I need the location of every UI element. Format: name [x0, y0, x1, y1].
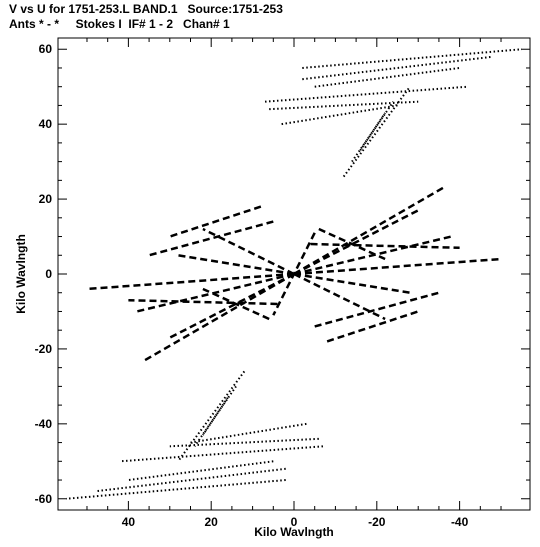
uv-track-16	[193, 385, 237, 447]
uv-track-12	[120, 445, 324, 463]
uv-track-15	[177, 370, 246, 462]
y-tick-label-0: 60	[39, 42, 53, 56]
uv-track-37	[169, 205, 262, 238]
axis-tick-labels: 40 20 0 -20 -40 60 40 20 0 -20 -40 -60	[35, 42, 469, 529]
uv-track-35	[148, 220, 274, 257]
uv-track-27	[177, 254, 295, 276]
uv-track-31	[310, 242, 460, 250]
x-tick-label-0: 40	[122, 515, 136, 529]
uv-track-21	[169, 272, 295, 339]
uv-track-34	[202, 287, 270, 321]
x-tick-label-4: -40	[451, 515, 469, 529]
uv-track-8	[359, 112, 386, 151]
y-tick-label-3: 0	[45, 267, 52, 281]
x-tick-label-1: 20	[205, 515, 219, 529]
uv-track-9	[66, 479, 286, 500]
uv-track-32	[128, 298, 278, 306]
uv-track-4	[269, 100, 419, 111]
plot-subtitle: Ants * - * Stokes I IF# 1 - 2 Chan# 1	[9, 17, 230, 31]
y-tick-label-6: -60	[35, 492, 53, 506]
uv-track-18	[293, 186, 444, 276]
uv-track-10	[95, 467, 286, 493]
y-tick-label-5: -40	[35, 417, 53, 431]
uv-track-2	[314, 66, 460, 88]
y-tick-label-1: 40	[39, 117, 53, 131]
uv-track-33	[318, 227, 386, 261]
x-axis-label: Kilo Wavlngth	[254, 525, 334, 539]
uv-track-13	[169, 437, 319, 448]
uv-track-30	[272, 232, 316, 316]
uv-track-36	[314, 291, 440, 328]
uv-track-26	[293, 272, 411, 294]
uv-track-3	[264, 85, 468, 103]
uv-track-38	[326, 310, 419, 343]
y-tick-label-2: 20	[39, 192, 53, 206]
uv-track-22	[293, 235, 452, 276]
axis-ticks	[58, 38, 530, 510]
uv-track-0	[302, 48, 522, 69]
uv-track-7	[351, 101, 395, 163]
y-tick-label-4: -20	[35, 342, 53, 356]
uv-track-1	[302, 55, 493, 81]
plot-title: V vs U for 1751-253.L BAND.1 Source:1751…	[9, 2, 283, 16]
uv-points-group	[66, 48, 522, 500]
uv-track-23	[136, 272, 295, 313]
uv-track-17	[202, 397, 229, 436]
uv-track-25	[86, 272, 295, 291]
x-tick-label-3: -20	[368, 515, 386, 529]
y-axis-label: Kilo Wavlngth	[14, 234, 28, 314]
uv-track-28	[293, 272, 386, 321]
uv-track-6	[342, 86, 411, 178]
uv-track-20	[293, 209, 419, 276]
uv-track-11	[128, 460, 274, 482]
uv-track-24	[293, 257, 502, 276]
uv-track-19	[144, 272, 295, 362]
x-tick-label-2: 0	[291, 515, 298, 529]
uv-track-29	[202, 227, 295, 276]
